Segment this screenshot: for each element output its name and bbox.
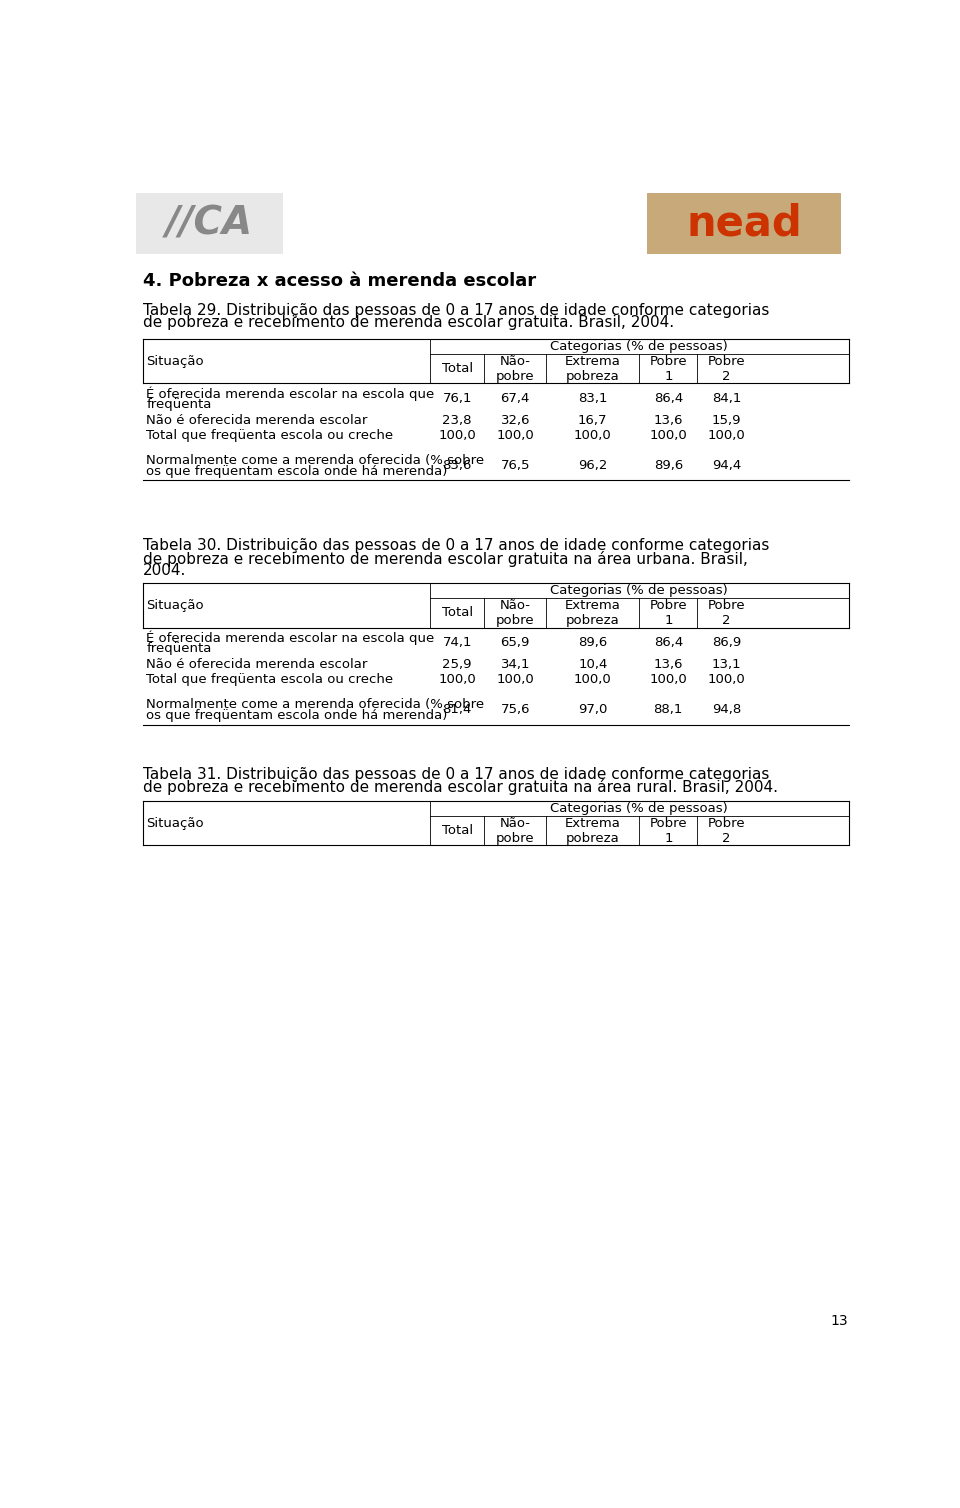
Text: 83,1: 83,1 xyxy=(578,392,608,404)
Text: 13,1: 13,1 xyxy=(711,657,741,671)
Text: 86,4: 86,4 xyxy=(654,392,683,404)
Text: Total: Total xyxy=(442,606,472,620)
Text: 76,5: 76,5 xyxy=(500,458,530,472)
Text: 67,4: 67,4 xyxy=(500,392,530,404)
Text: 4. Pobreza x acesso à merenda escolar: 4. Pobreza x acesso à merenda escolar xyxy=(143,271,537,290)
Text: 100,0: 100,0 xyxy=(496,674,534,686)
Text: 89,6: 89,6 xyxy=(578,636,608,648)
Text: Pobre
2: Pobre 2 xyxy=(708,599,745,627)
Text: 10,4: 10,4 xyxy=(578,657,608,671)
Text: É oferecida merenda escolar na escola que: É oferecida merenda escolar na escola qu… xyxy=(146,630,435,645)
Text: 2004.: 2004. xyxy=(143,562,186,578)
Text: os que freqüentam escola onde há merenda): os que freqüentam escola onde há merenda… xyxy=(146,709,447,722)
Text: Não é oferecida merenda escolar: Não é oferecida merenda escolar xyxy=(146,657,368,671)
Text: Normalmente come a merenda oferecida (% sobre: Normalmente come a merenda oferecida (% … xyxy=(146,454,485,467)
Text: 13,6: 13,6 xyxy=(654,413,684,427)
Text: 89,6: 89,6 xyxy=(654,458,683,472)
Text: 81,4: 81,4 xyxy=(443,703,471,716)
Text: de pobreza e recebimento de merenda escolar gratuita. Brasil, 2004.: de pobreza e recebimento de merenda esco… xyxy=(143,315,674,330)
Text: Pobre
2: Pobre 2 xyxy=(708,817,745,844)
Text: Tabela 31. Distribuição das pessoas de 0 a 17 anos de idade conforme categorias: Tabela 31. Distribuição das pessoas de 0… xyxy=(143,768,770,783)
Text: 84,1: 84,1 xyxy=(711,392,741,404)
Text: 100,0: 100,0 xyxy=(496,430,534,442)
Text: 83,6: 83,6 xyxy=(443,458,471,472)
Text: 100,0: 100,0 xyxy=(649,430,687,442)
Text: 88,1: 88,1 xyxy=(654,703,683,716)
Text: de pobreza e recebimento de merenda escolar gratuita na área urbana. Brasil,: de pobreza e recebimento de merenda esco… xyxy=(143,550,748,567)
Text: Total: Total xyxy=(442,825,472,837)
Text: Não é oferecida merenda escolar: Não é oferecida merenda escolar xyxy=(146,413,368,427)
Text: 74,1: 74,1 xyxy=(443,636,472,648)
Text: 100,0: 100,0 xyxy=(649,674,687,686)
Text: Tabela 30. Distribuição das pessoas de 0 a 17 anos de idade conforme categorias: Tabela 30. Distribuição das pessoas de 0… xyxy=(143,538,770,553)
Text: 100,0: 100,0 xyxy=(439,430,476,442)
Text: Extrema
pobreza: Extrema pobreza xyxy=(564,599,621,627)
Bar xyxy=(647,193,841,255)
Text: 34,1: 34,1 xyxy=(500,657,530,671)
Text: 96,2: 96,2 xyxy=(578,458,608,472)
Text: Total que freqüenta escola ou creche: Total que freqüenta escola ou creche xyxy=(146,430,394,442)
Text: 13: 13 xyxy=(830,1315,849,1329)
Text: 100,0: 100,0 xyxy=(574,674,612,686)
Text: 65,9: 65,9 xyxy=(500,636,530,648)
Text: 86,9: 86,9 xyxy=(711,636,741,648)
Text: Situação: Situação xyxy=(146,817,204,829)
Text: 97,0: 97,0 xyxy=(578,703,608,716)
Text: Pobre
1: Pobre 1 xyxy=(650,599,687,627)
Text: Tabela 29. Distribuição das pessoas de 0 a 17 anos de idade conforme categorias: Tabela 29. Distribuição das pessoas de 0… xyxy=(143,303,770,318)
Text: os que freqüentam escola onde há merenda): os que freqüentam escola onde há merenda… xyxy=(146,466,447,478)
Text: 75,6: 75,6 xyxy=(500,703,530,716)
Text: Pobre
1: Pobre 1 xyxy=(650,817,687,844)
Text: 15,9: 15,9 xyxy=(711,413,741,427)
Text: Não-
pobre: Não- pobre xyxy=(496,817,535,844)
Text: 100,0: 100,0 xyxy=(708,674,745,686)
Text: Categorias (% de pessoas): Categorias (% de pessoas) xyxy=(550,339,728,353)
Text: Normalmente come a merenda oferecida (% sobre: Normalmente come a merenda oferecida (% … xyxy=(146,698,485,712)
Text: 32,6: 32,6 xyxy=(500,413,530,427)
Text: Situação: Situação xyxy=(146,354,204,368)
Text: É oferecida merenda escolar na escola que: É oferecida merenda escolar na escola qu… xyxy=(146,386,435,401)
Text: Extrema
pobreza: Extrema pobreza xyxy=(564,817,621,844)
Text: 13,6: 13,6 xyxy=(654,657,684,671)
Text: 86,4: 86,4 xyxy=(654,636,683,648)
Text: 100,0: 100,0 xyxy=(574,430,612,442)
Text: 16,7: 16,7 xyxy=(578,413,608,427)
Text: Pobre
1: Pobre 1 xyxy=(650,354,687,383)
Text: Extrema
pobreza: Extrema pobreza xyxy=(564,354,621,383)
Text: 94,4: 94,4 xyxy=(711,458,741,472)
Text: Categorias (% de pessoas): Categorias (% de pessoas) xyxy=(550,802,728,814)
Text: 23,8: 23,8 xyxy=(443,413,472,427)
Text: nead: nead xyxy=(686,202,802,244)
Text: 100,0: 100,0 xyxy=(439,674,476,686)
Text: Total: Total xyxy=(442,362,472,375)
Text: Total que freqüenta escola ou creche: Total que freqüenta escola ou creche xyxy=(146,674,394,686)
Text: freqüenta: freqüenta xyxy=(146,642,212,654)
Text: Situação: Situação xyxy=(146,599,204,612)
Text: de pobreza e recebimento de merenda escolar gratuita na área rural. Brasil, 2004: de pobreza e recebimento de merenda esco… xyxy=(143,780,779,795)
Text: freqüenta: freqüenta xyxy=(146,398,212,412)
Bar xyxy=(135,193,283,255)
Text: Não-
pobre: Não- pobre xyxy=(496,599,535,627)
Text: 94,8: 94,8 xyxy=(711,703,741,716)
Text: Não-
pobre: Não- pobre xyxy=(496,354,535,383)
Text: 25,9: 25,9 xyxy=(443,657,472,671)
Text: Categorias (% de pessoas): Categorias (% de pessoas) xyxy=(550,584,728,597)
Text: Pobre
2: Pobre 2 xyxy=(708,354,745,383)
Text: //CA: //CA xyxy=(165,204,252,243)
Text: 100,0: 100,0 xyxy=(708,430,745,442)
Text: 76,1: 76,1 xyxy=(443,392,472,404)
